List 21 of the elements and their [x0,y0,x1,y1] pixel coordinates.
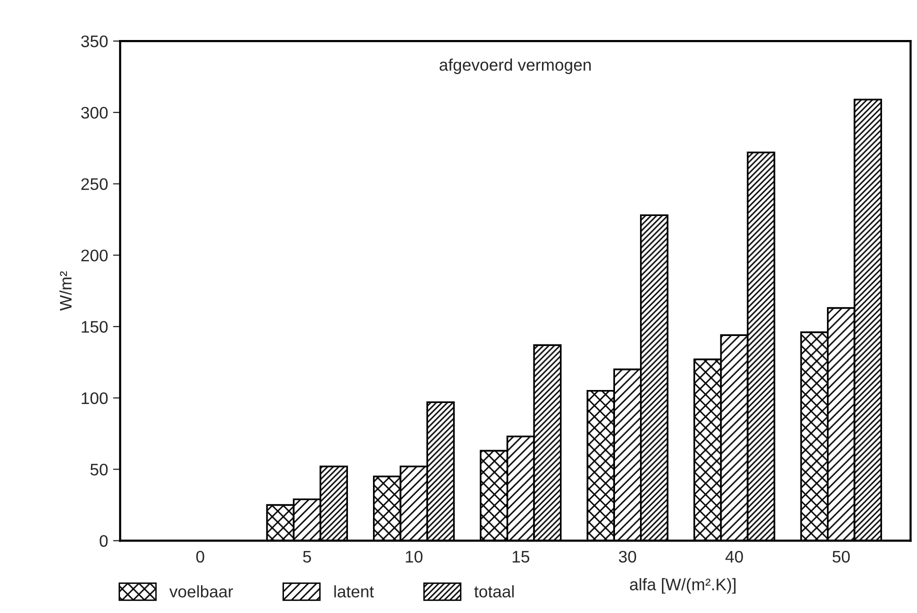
legend-label: totaal [474,585,514,598]
y-tick-label: 100 [82,392,108,404]
x-tick-label: 5 [303,551,311,563]
y-tick-label: 350 [81,35,108,48]
legend-label: voelbaar [169,585,233,598]
x-tick-label: 40 [725,550,743,563]
y-tick-label: 50 [90,464,108,476]
legend-label: latent [334,585,374,598]
y-tick-label: 200 [81,250,108,262]
y-axis-title: W/m² [59,271,72,311]
x-tick-label: 10 [406,550,422,563]
x-tick-label: 30 [618,550,636,563]
x-tick-label: 0 [196,550,204,563]
x-tick-label: 50 [832,550,850,563]
x-tick-label: 15 [512,551,530,563]
x-axis-title: alfa [W/(m².K)] [630,578,736,594]
y-tick-label: 250 [81,178,108,190]
text: afgevoerd vermogen [440,58,591,74]
y-tick-label: 150 [82,320,108,333]
y-tick-label: 300 [81,106,108,119]
y-tick-label: 0 [100,535,108,547]
